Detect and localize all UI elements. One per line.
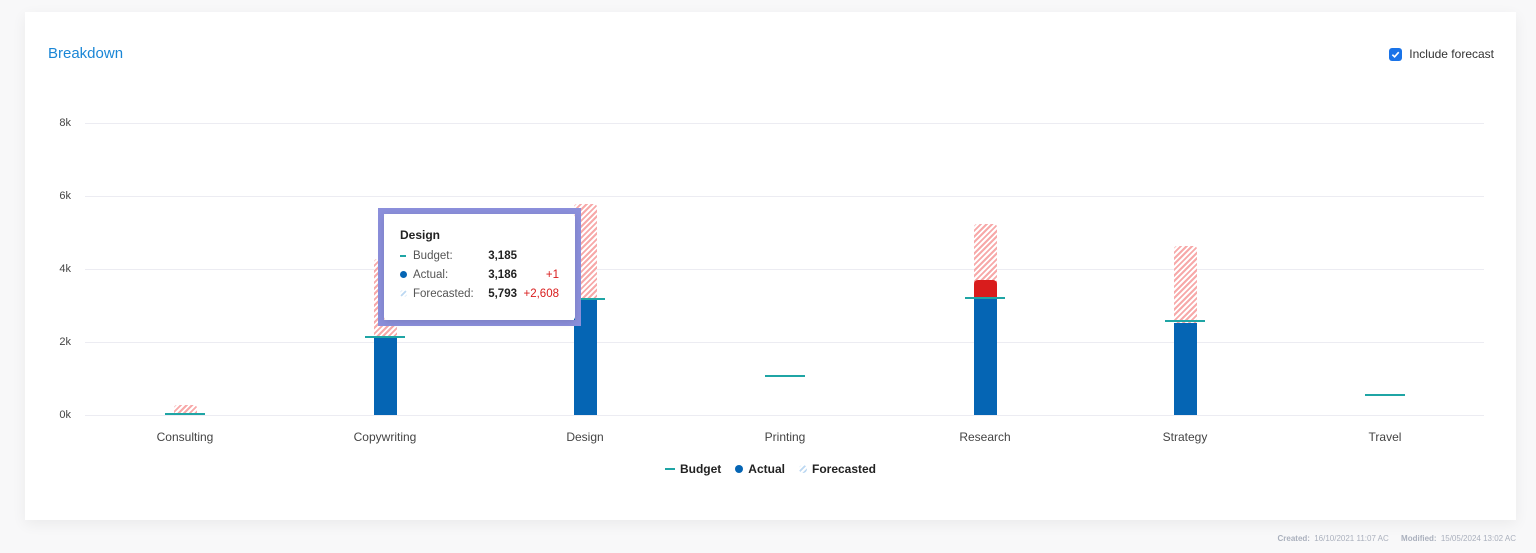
tooltip-highlight: Design Budget: 3,185 Actual: 3,186 +1 Fo… xyxy=(378,208,581,326)
budget-marker xyxy=(565,297,605,300)
actual-bar xyxy=(373,338,397,415)
breakdown-chart: 0k 2k 4k 6k 8k Consulting Copywriting Design Pri… xyxy=(25,12,1516,520)
forecast-bar xyxy=(173,405,197,415)
y-axis-tick: 6k xyxy=(59,190,71,202)
y-axis-tick: 4k xyxy=(59,263,71,275)
tooltip-label: Budget: xyxy=(413,249,453,262)
x-axis-tick: Printing xyxy=(764,430,806,444)
budget-marker xyxy=(365,335,405,338)
modified-label: Modified: xyxy=(1401,534,1437,543)
x-axis-tick: Design xyxy=(566,430,604,444)
overspend-bar xyxy=(973,279,997,299)
tooltip-value: 3,186 xyxy=(488,268,517,281)
tooltip-row-actual: Actual: 3,186 +1 xyxy=(400,265,575,284)
tooltip-title: Design xyxy=(400,228,441,242)
y-axis-tick: 8k xyxy=(59,117,71,129)
tooltip-label: Forecasted: xyxy=(413,287,474,300)
budget-marker xyxy=(965,297,1005,300)
x-axis-tick: Strategy xyxy=(1162,430,1208,444)
include-forecast-label: Include forecast xyxy=(1409,47,1494,61)
include-forecast-checkbox[interactable] xyxy=(1389,47,1403,61)
budget-line-icon xyxy=(664,468,675,470)
gridline xyxy=(85,342,1484,343)
gridline xyxy=(85,196,1484,197)
legend-item-forecasted[interactable]: Forecasted xyxy=(798,462,877,476)
legend-item-actual[interactable]: Actual xyxy=(735,462,785,476)
actual-bar xyxy=(1173,323,1197,415)
checkmark-icon xyxy=(1392,51,1400,58)
forecast-hatch-icon xyxy=(400,290,407,297)
actual-bar xyxy=(573,298,597,415)
modified-value: 15/05/2024 13:02 AC xyxy=(1440,534,1516,543)
tooltip-value: 5,793 xyxy=(488,287,517,300)
legend-item-budget[interactable]: Budget xyxy=(664,462,722,476)
x-axis-tick: Research xyxy=(959,430,1011,444)
legend-label: Forecasted xyxy=(811,462,877,476)
actual-dot-icon xyxy=(400,271,407,278)
x-axis-tick: Copywriting xyxy=(353,430,417,444)
x-axis-tick: Consulting xyxy=(156,430,214,444)
tooltip-diff: +2,608 xyxy=(523,287,560,300)
legend-label: Actual xyxy=(748,462,785,476)
record-metadata: Created: 16/10/2021 11:07 AC Modified: 1… xyxy=(1278,534,1516,543)
tooltip-label: Actual: xyxy=(413,268,449,281)
y-axis-tick: 2k xyxy=(59,336,71,348)
gridline xyxy=(85,269,1484,270)
budget-marker xyxy=(765,374,805,377)
x-axis-tick: Travel xyxy=(1368,430,1402,444)
tooltip-row-forecasted: Forecasted: 5,793 +2,608 xyxy=(400,284,575,303)
chart-tooltip: Design Budget: 3,185 Actual: 3,186 +1 Fo… xyxy=(384,214,575,320)
budget-marker xyxy=(1165,320,1205,323)
chart-legend: Budget Actual Forecasted xyxy=(25,462,1516,476)
actual-bar xyxy=(973,298,997,415)
y-axis-tick: 0k xyxy=(59,409,71,421)
budget-line-icon xyxy=(400,254,406,257)
card-title: Breakdown xyxy=(48,45,124,62)
tooltip-diff: +1 xyxy=(545,268,559,281)
created-label: Created: xyxy=(1277,534,1310,543)
actual-dot-icon xyxy=(735,465,744,473)
budget-marker xyxy=(1365,393,1405,396)
breakdown-card: Breakdown Include forecast 0k 2k 4k 6k 8k Con… xyxy=(25,12,1516,520)
legend-label: Budget xyxy=(679,462,722,476)
gridline xyxy=(85,123,1484,124)
forecast-hatch-icon xyxy=(798,465,807,473)
budget-marker xyxy=(165,413,205,416)
created-value: 16/10/2021 11:07 AC xyxy=(1314,534,1389,543)
gridline xyxy=(85,415,1484,416)
tooltip-row-budget: Budget: 3,185 xyxy=(400,246,575,265)
tooltip-value: 3,185 xyxy=(488,249,517,262)
include-forecast-toggle[interactable]: Include forecast xyxy=(1389,47,1494,61)
